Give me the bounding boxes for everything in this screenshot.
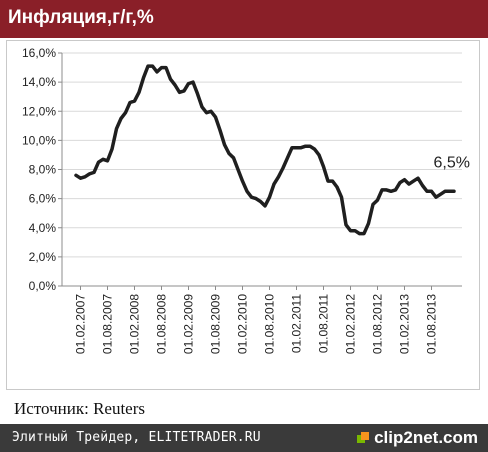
y-tick-label: 2,0% [29, 250, 57, 264]
x-tick-label: 01.08.2012 [371, 294, 385, 354]
brand-text: clip2net.com [374, 428, 478, 447]
chart-title: Инфляция,г/г,% [8, 7, 154, 28]
y-tick-label: 8,0% [29, 163, 57, 177]
footer-bar: Элитный Трейдер, ELITETRADER.RU clip2net… [0, 424, 488, 452]
y-tick-label: 16,0% [22, 46, 56, 60]
footer-site-text: Элитный Трейдер, ELITETRADER.RU [12, 430, 261, 445]
inflation-line-chart: 0,0% 2,0% 4,0% 6,0% 8,0% 10,0% 12,0% 14,0% 16,0%… [22, 46, 470, 354]
source-note: Источник: Reuters [14, 399, 145, 418]
y-tick-label: 14,0% [22, 75, 56, 89]
x-tick-label: 01.02.2010 [236, 294, 250, 354]
clip-icon [357, 432, 370, 443]
x-tick-label: 01.02.2008 [128, 294, 142, 354]
y-tick-label: 10,0% [22, 133, 56, 147]
y-tick-label: 4,0% [29, 221, 57, 235]
x-tick-label: 01.02.2012 [344, 294, 358, 354]
inflation-series-line [74, 64, 456, 236]
x-tick-label: 01.08.2013 [425, 294, 439, 354]
y-tick-label: 12,0% [22, 104, 56, 118]
plot-frame [6, 40, 480, 390]
x-tick-label: 01.08.2007 [101, 294, 115, 354]
chart-header: Инфляция,г/г,% [0, 0, 488, 38]
y-tick-label: 0,0% [29, 279, 57, 293]
x-tick-label: 01.02.2009 [182, 294, 196, 354]
x-tick-label: 01.08.2009 [209, 294, 223, 354]
y-tick-label: 6,0% [29, 192, 57, 206]
x-tick-label: 01.02.2007 [74, 294, 88, 354]
clip2net-logo[interactable]: clip2net.com [356, 427, 478, 449]
x-tick-label: 01.08.2010 [263, 294, 277, 354]
x-tick-label: 01.02.2013 [398, 294, 412, 354]
x-tick-label: 01.02.2011 [290, 294, 304, 353]
x-tick-label: 01.08.2011 [317, 294, 331, 353]
last-value-annotation: 6,5% [434, 154, 470, 171]
x-tick-label: 01.08.2008 [155, 294, 169, 354]
